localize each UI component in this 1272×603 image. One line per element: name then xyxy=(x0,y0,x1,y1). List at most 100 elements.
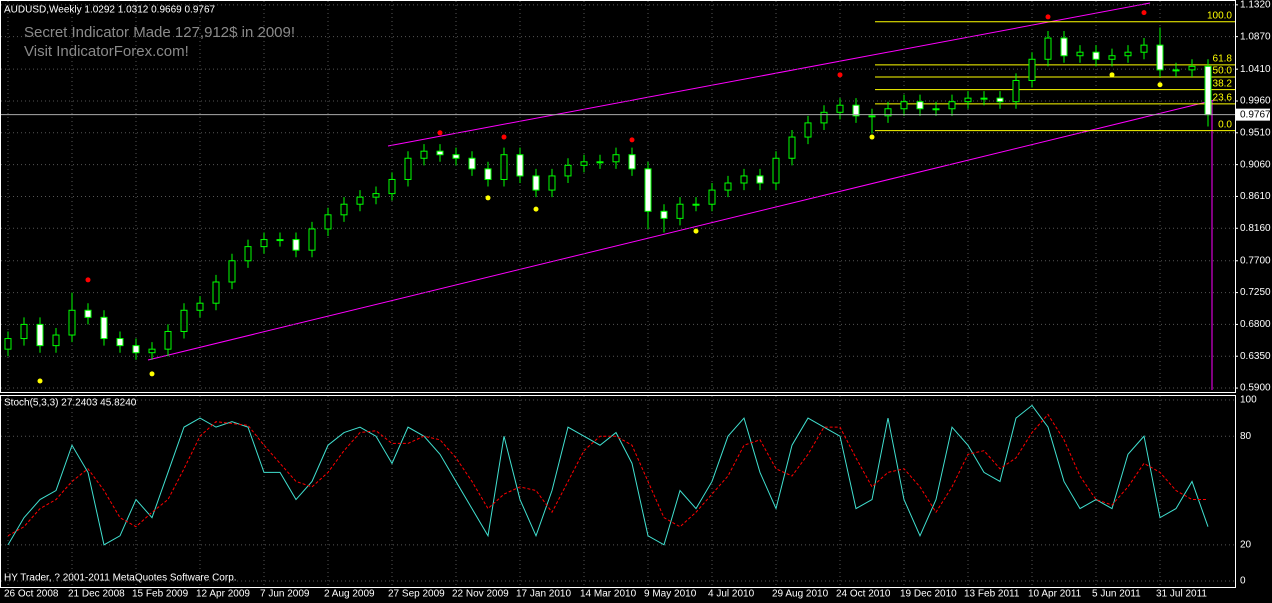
y-tick-label: 0.5900 xyxy=(1240,383,1271,394)
last-price-label: 0.9767 xyxy=(1240,109,1271,120)
candle-body xyxy=(980,97,988,100)
symbol-header: AUDUSD,Weekly 1.0292 1.0312 0.9669 0.976… xyxy=(4,5,216,16)
candle-body xyxy=(836,104,844,113)
candle-body xyxy=(148,348,156,354)
candle-body xyxy=(900,101,908,110)
fractal-dot xyxy=(1157,82,1163,88)
candle-body xyxy=(228,260,236,283)
candle-body xyxy=(788,136,796,159)
x-tick-label: 10 Apr 2011 xyxy=(1028,589,1082,600)
candle-body xyxy=(564,164,572,177)
candle-body xyxy=(1044,37,1052,60)
x-tick-label: 5 Jun 2011 xyxy=(1092,589,1141,600)
candle-body xyxy=(820,111,828,124)
candle-body xyxy=(100,316,108,340)
fractal-dot xyxy=(837,72,843,78)
candle-body xyxy=(596,161,604,164)
x-tick-label: 13 Feb 2011 xyxy=(964,589,1020,600)
x-tick-label: 26 Oct 2008 xyxy=(4,589,59,600)
stoch-line xyxy=(7,413,1208,537)
y-tick-label: 1.1320 xyxy=(1240,0,1271,10)
candle-body xyxy=(1156,44,1164,71)
candle-body xyxy=(308,228,316,251)
y-tick-label: 20 xyxy=(1240,539,1252,550)
watermark: Secret Indicator Made 127,912$ in 2009! xyxy=(24,24,295,41)
candle-body xyxy=(948,101,956,110)
fractal-dot xyxy=(1109,72,1115,78)
x-tick-label: 27 Sep 2009 xyxy=(388,589,445,600)
y-tick-label: 0.7250 xyxy=(1240,287,1271,298)
candle-body xyxy=(212,281,220,304)
candle-body xyxy=(708,189,716,205)
y-tick-label: 1.0870 xyxy=(1240,31,1271,42)
channel-upper xyxy=(387,2,1151,147)
fractal-dot xyxy=(629,137,635,143)
candle-body xyxy=(1172,69,1180,72)
y-tick-label: 0.6350 xyxy=(1240,351,1271,362)
fib-label: 100.0 xyxy=(1207,10,1232,21)
candle-body xyxy=(996,97,1004,103)
candle-body xyxy=(468,157,476,170)
candle-body xyxy=(52,334,60,347)
x-tick-label: 12 Apr 2009 xyxy=(196,589,250,600)
y-tick-label: 0.6800 xyxy=(1240,319,1271,330)
candle-body xyxy=(116,338,124,347)
candle-body xyxy=(276,239,284,242)
candle-body xyxy=(868,115,876,118)
candle-body xyxy=(84,309,92,318)
candle-body xyxy=(68,309,76,336)
candle-body xyxy=(324,214,332,230)
candle-body xyxy=(1124,51,1132,57)
x-tick-label: 2 Aug 2009 xyxy=(324,589,375,600)
candle-body xyxy=(420,150,428,159)
candle-body xyxy=(452,154,460,159)
stoch-frame xyxy=(0,395,1236,588)
candle-body xyxy=(1188,65,1196,71)
fib-label: 0.0 xyxy=(1218,119,1232,130)
x-tick-label: 21 Dec 2008 xyxy=(68,589,125,600)
candle-body xyxy=(916,101,924,110)
x-tick-label: 7 Jun 2009 xyxy=(260,589,310,600)
x-tick-label: 19 Dec 2010 xyxy=(900,589,957,600)
x-tick-label: 17 Jan 2010 xyxy=(516,589,571,600)
fractal-dot xyxy=(149,371,155,377)
x-tick-label: 15 Feb 2009 xyxy=(132,589,189,600)
candle-body xyxy=(772,157,780,184)
fractal-dot xyxy=(485,195,491,201)
y-tick-label: 0.8160 xyxy=(1240,223,1271,234)
candle-body xyxy=(1076,51,1084,57)
candle-body xyxy=(612,154,620,163)
candle-body xyxy=(500,154,508,180)
fractal-dot xyxy=(37,378,43,384)
fib-label: 23.6 xyxy=(1213,92,1233,103)
y-tick-label: 0.8610 xyxy=(1240,191,1271,202)
fractal-dot xyxy=(693,228,699,234)
candle-body xyxy=(964,97,972,103)
candle-body xyxy=(388,178,396,195)
x-tick-label: 31 Jul 2011 xyxy=(1156,589,1207,600)
y-tick-label: 100 xyxy=(1240,395,1257,406)
candle-body xyxy=(20,323,28,340)
x-tick-label: 29 Aug 2010 xyxy=(772,589,829,600)
watermark: Visit IndicatorForex.com! xyxy=(24,43,189,60)
candle-body xyxy=(356,196,364,205)
stoch-header: Stoch(5,3,3) 27.2403 45.8240 xyxy=(4,398,137,409)
y-tick-label: 80 xyxy=(1240,431,1252,442)
candle-body xyxy=(164,330,172,350)
candle-body xyxy=(932,108,940,111)
y-tick-label: 0.9060 xyxy=(1240,159,1271,170)
candle-body xyxy=(196,302,204,311)
candle-body xyxy=(4,338,12,350)
fractal-dot xyxy=(85,277,91,283)
footer: HY Trader, ? 2001-2011 MetaQuotes Softwa… xyxy=(4,573,237,584)
candle-body xyxy=(372,193,380,198)
candle-body xyxy=(548,175,556,191)
y-tick-label: 0.9960 xyxy=(1240,96,1271,107)
candle-body xyxy=(1092,51,1100,60)
y-tick-label: 0.7700 xyxy=(1240,255,1271,266)
candle-body xyxy=(692,203,700,206)
candle-body xyxy=(1204,65,1212,116)
